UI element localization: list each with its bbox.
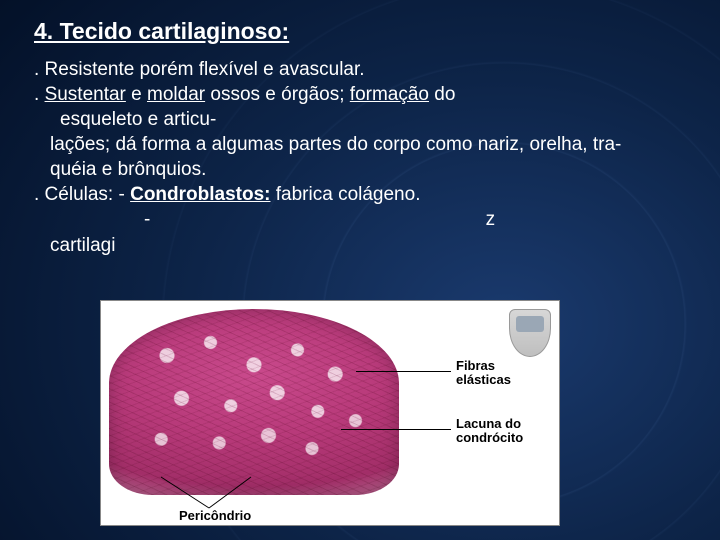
l7-dash: -: [144, 209, 156, 230]
leader-lacuna: [341, 429, 451, 430]
l2-formacao: formação: [350, 84, 429, 105]
l6-rest: fabrica colágeno.: [270, 184, 420, 205]
label-lacuna-text: Lacuna do condrócito: [456, 416, 523, 445]
l6-lead: . Células: -: [34, 184, 130, 205]
l2-lead: .: [34, 84, 45, 105]
l6-condroblastos: Condroblastos:: [130, 184, 270, 205]
slide: 4. Tecido cartilaginoso: . Resistente po…: [0, 0, 720, 540]
l2-mid2: ossos e órgãos;: [205, 84, 350, 105]
slide-title: 4. Tecido cartilaginoso:: [34, 18, 696, 45]
line-6: . Células: - Condroblastos: fabrica colá…: [34, 182, 696, 207]
l2-end: do: [429, 84, 455, 105]
line-3: esqueleto e articu-: [34, 107, 696, 132]
line-1: . Resistente porém flexível e avascular.: [34, 57, 696, 82]
line-2: . Sustentar e moldar ossos e órgãos; for…: [34, 82, 696, 107]
label-pericondrio: Pericôndrio: [179, 508, 251, 523]
cartilage-diagram: Fibras elásticas Lacuna do condrócito Pe…: [100, 300, 560, 526]
line-7: - z: [34, 207, 696, 232]
leader-fibras: [356, 371, 451, 372]
l7-z: z: [486, 209, 496, 230]
line-8: cartilagi: [34, 233, 696, 258]
label-fibras: Fibras elásticas: [456, 359, 511, 388]
line-5: quéia e brônquios.: [34, 157, 696, 182]
tissue-micrograph: [109, 309, 399, 495]
l2-moldar: moldar: [147, 84, 205, 105]
l2-sustentar: Sustentar: [45, 84, 126, 105]
crest-icon: [509, 309, 551, 357]
l2-mid: e: [126, 84, 147, 105]
line-4: lações; dá forma a algumas partes do cor…: [34, 132, 696, 157]
label-fibras-text: Fibras elásticas: [456, 358, 511, 387]
slide-body: . Resistente porém flexível e avascular.…: [34, 57, 696, 258]
label-lacuna: Lacuna do condrócito: [456, 417, 523, 446]
